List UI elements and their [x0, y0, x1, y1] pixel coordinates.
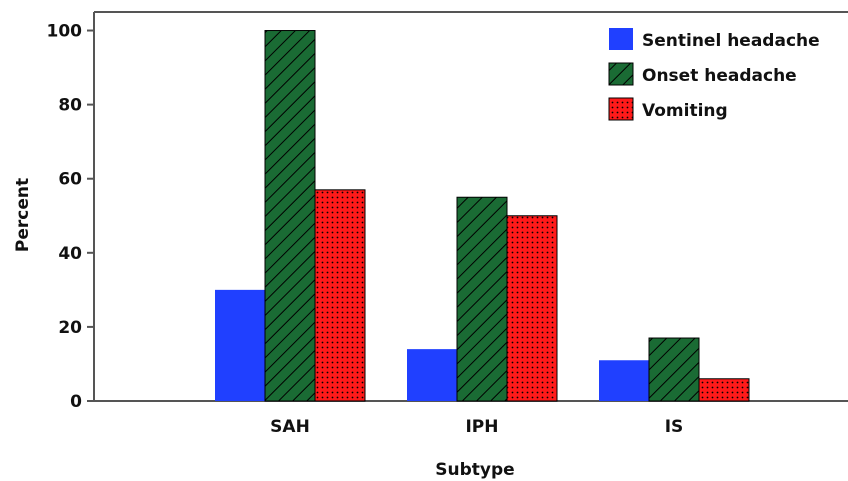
y-tick-label: 40	[58, 244, 82, 264]
x-axis-labels: SAH IPH IS	[270, 417, 683, 437]
y-axis-title: Percent	[13, 178, 33, 252]
legend-swatch	[609, 28, 633, 50]
y-tick-label: 80	[58, 96, 82, 116]
bar-iph-vomiting	[506, 215, 558, 402]
x-tick-label: IPH	[465, 417, 498, 437]
y-tick-label: 60	[58, 170, 82, 190]
x-axis-title: Subtype	[435, 460, 514, 480]
bar-iph-onset-headache	[456, 196, 508, 402]
bars	[215, 30, 750, 402]
bar-is-onset-headache	[648, 337, 700, 402]
x-tick-label: IS	[665, 417, 684, 437]
x-tick-label: SAH	[270, 417, 310, 437]
legend: Sentinel headache Onset headache Vomiting	[608, 28, 820, 121]
legend-swatch	[608, 97, 634, 121]
y-tick-label: 20	[58, 318, 82, 338]
bar-is-vomiting	[698, 378, 750, 402]
bar-sah-sentinel-headache	[215, 289, 265, 401]
y-tick-label: 0	[70, 392, 82, 412]
bar-is-sentinel-headache	[599, 360, 649, 401]
legend-label: Sentinel headache	[642, 31, 820, 51]
bar-iph-sentinel-headache	[407, 349, 457, 401]
bar-sah-vomiting	[314, 189, 366, 402]
legend-swatch	[608, 62, 634, 86]
legend-label: Vomiting	[642, 101, 728, 121]
legend-label: Onset headache	[642, 66, 797, 86]
y-axis-ticks: 0 20 40 60 80 100	[47, 22, 94, 412]
y-tick-label: 100	[47, 22, 83, 42]
bar-sah-onset-headache	[264, 30, 316, 402]
